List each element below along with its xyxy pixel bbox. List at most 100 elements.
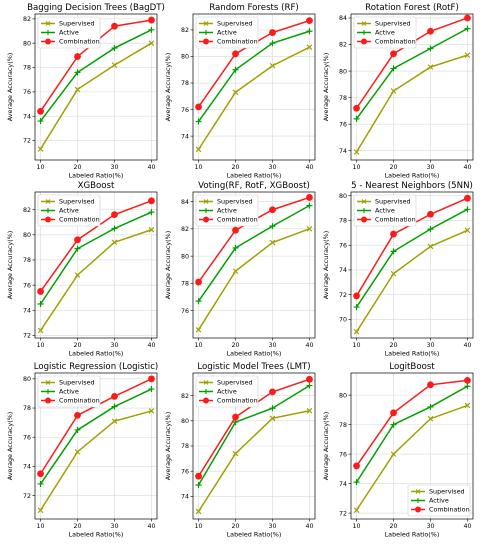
- x-tick-label: 40: [147, 164, 155, 171]
- data-point-combination: [111, 22, 118, 30]
- x-axis-label: Labeled Ratio(%): [69, 172, 124, 180]
- series-line-supervised: [39, 410, 152, 511]
- y-axis-label: Average Accuracy(%): [164, 53, 172, 122]
- chart-panel-4: 10 20 30 40 72 74 76 78 80 82 XGBoost Labeled Ratio…: [6, 181, 158, 358]
- data-point-combination: [37, 288, 44, 295]
- x-axis-label: Labeled Ratio(%): [385, 172, 440, 180]
- legend-marker-active: [361, 208, 367, 213]
- data-point-combination: [306, 17, 313, 25]
- legend-label-combination: Combination: [217, 216, 258, 224]
- legend-label-active: Active: [217, 388, 237, 396]
- y-tick-label: 76: [339, 451, 347, 458]
- series-line-supervised: [39, 229, 152, 331]
- data-point-active: [74, 69, 81, 76]
- legend-label-active: Active: [59, 207, 79, 215]
- data-point-supervised: [269, 239, 276, 246]
- data-point-active: [195, 482, 202, 489]
- data-point-combination: [74, 53, 81, 60]
- data-point-supervised: [464, 52, 471, 58]
- data-point-supervised: [148, 40, 155, 47]
- legend-box: [407, 484, 471, 517]
- data-point-combination: [195, 103, 202, 111]
- x-tick-label: 30: [426, 523, 434, 530]
- x-tick-label: 20: [390, 164, 398, 171]
- series-line-active: [355, 27, 468, 120]
- y-tick-label: 76: [181, 468, 189, 475]
- x-tick-label: 30: [268, 342, 276, 349]
- series-line-supervised: [197, 228, 310, 331]
- y-tick-label: 82: [23, 16, 31, 23]
- data-point-combination: [195, 278, 202, 286]
- y-tick-label: 82: [181, 393, 189, 400]
- x-tick-label: 40: [305, 164, 313, 171]
- legend-marker-supervised: [203, 21, 209, 26]
- legend-label-combination: Combination: [59, 38, 100, 46]
- data-point-supervised: [269, 415, 276, 422]
- y-tick-label: 72: [23, 333, 31, 340]
- chart-title: XGBoost: [78, 181, 115, 191]
- chart-title: Logistic Model Trees (LMT): [197, 362, 310, 372]
- data-point-supervised: [74, 86, 81, 93]
- data-point-active: [37, 118, 44, 125]
- chart-title: Rotation Forest (RotF): [365, 3, 459, 13]
- series-line-active: [39, 211, 152, 305]
- legend-label-combination: Combination: [59, 216, 100, 224]
- y-tick-label: 78: [23, 257, 31, 264]
- data-point-combination: [464, 14, 471, 22]
- data-point-supervised: [148, 226, 155, 233]
- x-tick-label: 10: [353, 342, 361, 349]
- x-axis-label: Labeled Ratio(%): [385, 531, 440, 539]
- series-line-active: [197, 30, 310, 122]
- y-tick-label: 74: [23, 113, 31, 120]
- data-point-supervised: [37, 507, 44, 514]
- y-tick-label: 80: [23, 232, 31, 239]
- y-tick-label: 74: [23, 308, 31, 315]
- x-axis-label: Labeled Ratio(%): [69, 531, 124, 539]
- data-point-active: [353, 304, 360, 311]
- data-point-supervised: [464, 227, 471, 234]
- legend-marker-supervised: [45, 199, 51, 204]
- legend-box: [353, 194, 417, 227]
- y-axis-label: Average Accuracy(%): [164, 231, 172, 300]
- y-tick-label: 74: [181, 133, 189, 140]
- legend-marker-combination: [45, 38, 51, 45]
- y-tick-label: 80: [23, 376, 31, 383]
- data-point-active: [111, 45, 118, 52]
- data-point-active: [269, 405, 276, 412]
- y-tick-label: 76: [23, 434, 31, 441]
- chart-panel-2: 10 20 30 40 74 76 78 80 82 Random Forests (RF) Lab…: [164, 3, 316, 180]
- legend-box: [195, 194, 259, 227]
- legend-label-supervised: Supervised: [59, 198, 95, 206]
- data-point-supervised: [464, 402, 471, 409]
- y-tick-label: 76: [181, 308, 189, 315]
- data-point-combination: [74, 411, 81, 419]
- data-point-supervised: [427, 243, 434, 250]
- data-point-combination: [74, 236, 81, 244]
- legend-marker-active: [203, 30, 209, 35]
- data-point-combination: [390, 50, 397, 58]
- data-point-combination: [306, 375, 313, 383]
- data-point-supervised: [195, 146, 202, 153]
- x-tick-label: 10: [195, 342, 203, 349]
- data-point-active: [111, 225, 118, 232]
- legend-marker-supervised: [45, 21, 51, 26]
- x-tick-label: 10: [353, 164, 361, 171]
- data-point-active: [306, 382, 313, 389]
- x-tick-label: 10: [195, 523, 203, 530]
- x-tick-label: 20: [74, 164, 82, 171]
- data-point-supervised: [390, 270, 397, 277]
- data-point-active: [464, 206, 471, 213]
- series-line-active: [355, 385, 468, 483]
- y-tick-label: 76: [181, 107, 189, 114]
- series-line-supervised: [197, 410, 310, 512]
- data-point-supervised: [37, 327, 44, 334]
- data-point-combination: [269, 388, 276, 396]
- x-tick-label: 30: [110, 523, 118, 530]
- data-point-combination: [37, 470, 44, 478]
- x-tick-label: 20: [74, 523, 82, 530]
- y-axis-label: Average Accuracy(%): [6, 53, 14, 122]
